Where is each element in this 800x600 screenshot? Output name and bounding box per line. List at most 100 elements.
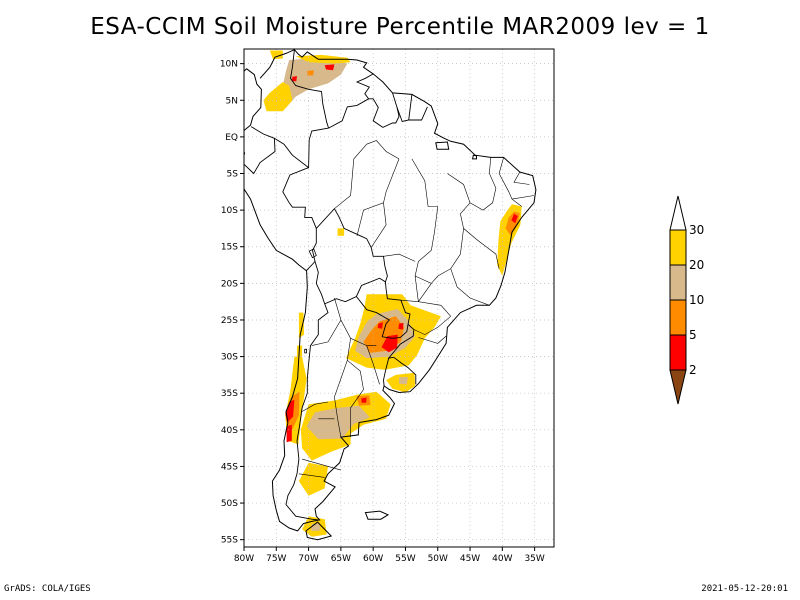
state-border bbox=[356, 158, 400, 236]
lat-tick-label: 30S bbox=[221, 353, 238, 363]
footer-timestamp: 2021-05-12-20:01 bbox=[701, 584, 788, 594]
shade-patagonia bbox=[298, 462, 328, 496]
lake-outline bbox=[308, 248, 317, 259]
longitude-axis: 80W 75W 70W 65W 60W 55W 50W 45W 40W 35W bbox=[234, 547, 545, 564]
country-border bbox=[315, 207, 388, 305]
country-border bbox=[282, 167, 317, 272]
legend-swatch bbox=[669, 229, 687, 266]
legend-swatch bbox=[669, 264, 687, 301]
country-borders bbox=[244, 49, 535, 521]
shade-parana-basin-red-3 bbox=[398, 322, 404, 330]
page-title: ESA-CCIM Soil Moisture Percentile MAR200… bbox=[90, 14, 710, 40]
coastline-tierra-del-fuego bbox=[305, 521, 333, 541]
state-border bbox=[366, 345, 380, 385]
legend-label: 5 bbox=[689, 328, 697, 342]
country-border bbox=[285, 261, 329, 521]
lon-tick-label: 65W bbox=[331, 554, 351, 564]
shade-uruguay-coast-tan bbox=[399, 377, 408, 385]
shade-parana-basin-red-2 bbox=[377, 322, 383, 329]
shade-chile-central-red bbox=[285, 399, 295, 423]
state-border bbox=[498, 157, 522, 207]
state-border bbox=[469, 157, 497, 211]
state-border bbox=[347, 360, 364, 438]
state-border bbox=[413, 316, 451, 335]
legend-swatch bbox=[669, 334, 687, 371]
state-border bbox=[302, 458, 341, 471]
country-border bbox=[396, 94, 413, 123]
country-border bbox=[244, 138, 276, 175]
state-border bbox=[418, 335, 447, 344]
map-frame bbox=[243, 48, 555, 548]
country-border bbox=[250, 126, 329, 169]
lon-tick-label: 80W bbox=[234, 554, 254, 564]
country-border bbox=[356, 281, 411, 339]
coastline bbox=[244, 49, 537, 541]
state-border bbox=[301, 401, 329, 412]
lake-outline bbox=[304, 348, 308, 354]
country-border bbox=[408, 106, 428, 121]
state-border bbox=[511, 195, 535, 200]
shade-parana-basin-red bbox=[381, 334, 398, 353]
shade-andes-north-patch bbox=[298, 312, 305, 339]
shade-venezuela-orange bbox=[307, 70, 314, 76]
legend-label: 30 bbox=[689, 223, 704, 237]
legend-label: 10 bbox=[689, 293, 704, 307]
legend-swatch bbox=[669, 299, 687, 336]
shade-venezuela-colombia-fringe bbox=[263, 82, 293, 112]
lat-tick-label: EQ bbox=[225, 133, 238, 143]
color-legend: 30 20 10 5 2 bbox=[669, 195, 704, 405]
lon-tick-label: 40W bbox=[492, 554, 512, 564]
state-border bbox=[334, 297, 351, 438]
shade-venezuela-red bbox=[324, 64, 335, 71]
lat-tick-label: 45S bbox=[221, 462, 238, 472]
legend-top-arrow bbox=[669, 195, 687, 231]
lat-tick-label: 15S bbox=[221, 243, 238, 253]
state-border bbox=[513, 171, 530, 185]
lat-tick-label: 10S bbox=[221, 206, 238, 216]
shade-chile-lakes-red bbox=[286, 424, 292, 443]
country-border bbox=[383, 357, 390, 386]
state-border bbox=[334, 144, 367, 209]
state-border bbox=[450, 268, 490, 306]
lat-tick-label: 40S bbox=[221, 426, 238, 436]
country-border bbox=[328, 98, 369, 129]
lat-tick-label: 10N bbox=[220, 60, 238, 70]
state-border bbox=[411, 158, 438, 207]
soil-moisture-shading bbox=[263, 50, 522, 537]
lon-tick-label: 50W bbox=[428, 554, 448, 564]
legend-bottom-arrow bbox=[669, 369, 687, 405]
state-border bbox=[417, 283, 451, 317]
coastline-island bbox=[471, 154, 477, 160]
coastline-falklands bbox=[364, 510, 390, 520]
lon-tick-label: 55W bbox=[395, 554, 415, 564]
state-border bbox=[366, 140, 400, 160]
legend-label: 20 bbox=[689, 258, 704, 272]
shade-pampas-red bbox=[361, 397, 367, 403]
shade-tierra-del-fuego-tan bbox=[311, 523, 321, 531]
footer-credit: GrADS: COLA/IGES bbox=[4, 584, 91, 594]
lat-tick-label: 25S bbox=[221, 316, 238, 326]
state-border bbox=[383, 253, 416, 262]
shade-bahia-coast-red bbox=[511, 213, 518, 224]
state-border bbox=[414, 206, 464, 284]
lon-tick-label: 35W bbox=[524, 554, 544, 564]
lat-tick-label: 55S bbox=[221, 536, 238, 546]
country-border bbox=[290, 49, 330, 129]
lat-tick-label: 35S bbox=[221, 389, 238, 399]
lon-tick-label: 70W bbox=[298, 554, 318, 564]
country-border bbox=[355, 73, 400, 128]
state-border bbox=[447, 173, 500, 269]
coastline-mainland bbox=[244, 49, 537, 532]
country-border bbox=[387, 324, 417, 385]
lon-tick-label: 45W bbox=[460, 554, 480, 564]
lat-tick-label: 5N bbox=[226, 96, 238, 106]
lat-tick-label: 5S bbox=[227, 170, 239, 180]
shade-guajira bbox=[269, 50, 283, 60]
state-border bbox=[311, 319, 342, 346]
lon-tick-label: 60W bbox=[363, 554, 383, 564]
lon-tick-label: 75W bbox=[266, 554, 286, 564]
lat-tick-label: 20S bbox=[221, 279, 238, 289]
shade-mato-grosso-spot bbox=[337, 228, 345, 236]
coastline-island bbox=[435, 141, 450, 150]
